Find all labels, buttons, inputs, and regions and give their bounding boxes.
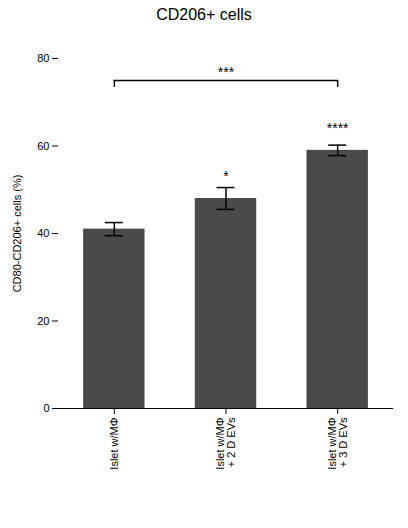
svg-text:60: 60	[37, 140, 49, 152]
svg-text:Islet w/MΦ+ 3 D EVs: Islet w/MΦ+ 3 D EVs	[326, 417, 349, 470]
svg-text:CD80-CD206+ cells (%): CD80-CD206+ cells (%)	[11, 175, 23, 293]
svg-text:*: *	[223, 168, 229, 184]
svg-text:80: 80	[37, 52, 49, 64]
svg-text:Islet w/MΦ: Islet w/MΦ	[108, 417, 120, 469]
svg-text:***: ***	[218, 64, 235, 80]
svg-text:****: ****	[327, 120, 349, 136]
svg-text:0: 0	[43, 402, 49, 414]
svg-text:Islet w/MΦ+ 2 D EVs: Islet w/MΦ+ 2 D EVs	[214, 417, 237, 470]
html-text:CD206+ cells: CD206+ cells	[156, 6, 252, 23]
svg-text:40: 40	[37, 227, 49, 239]
svg-text:20: 20	[37, 315, 49, 327]
